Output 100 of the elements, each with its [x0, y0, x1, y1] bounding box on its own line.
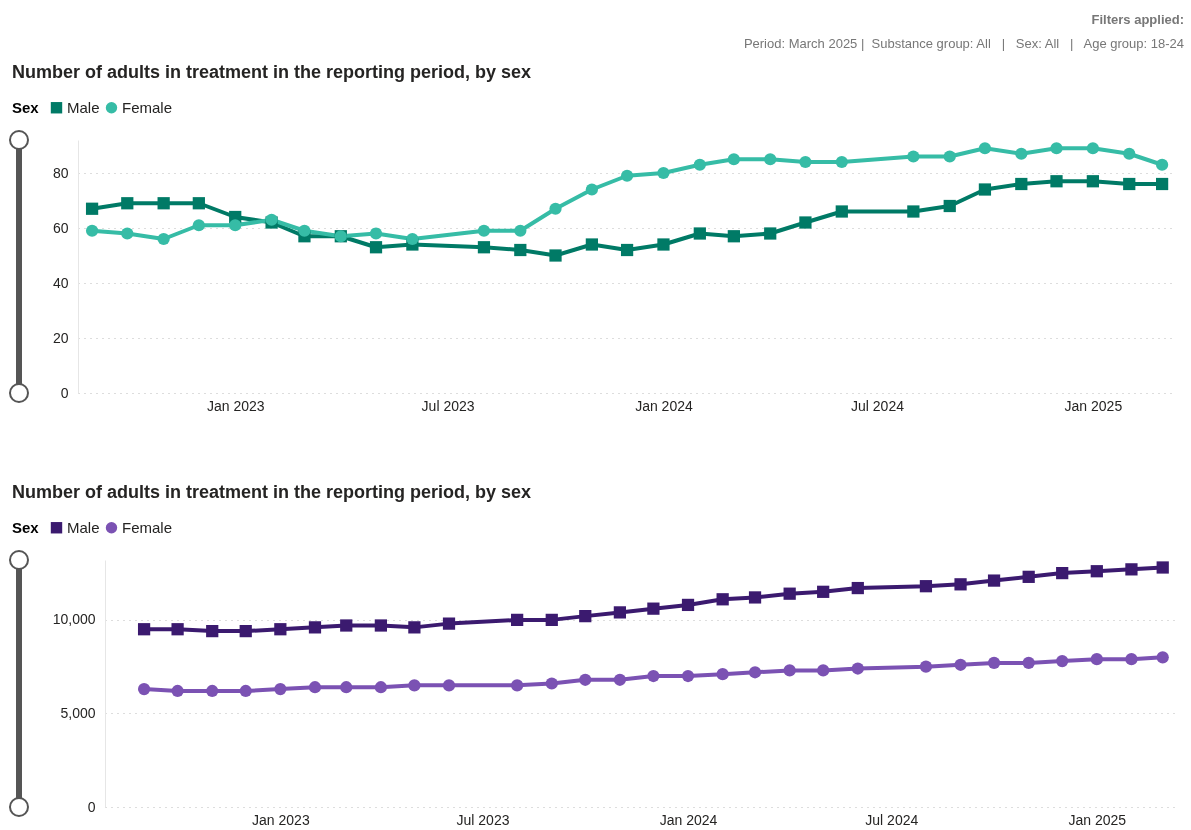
y-tick-label: 0 — [87, 798, 96, 815]
point — [1015, 147, 1028, 160]
point — [239, 684, 252, 698]
point — [764, 227, 777, 240]
legend-label: Male — [67, 98, 100, 116]
point — [1050, 175, 1063, 188]
point — [157, 197, 170, 210]
point — [274, 683, 287, 696]
point — [693, 227, 706, 240]
point — [907, 150, 920, 163]
point — [1022, 656, 1035, 670]
point — [340, 681, 353, 694]
point — [613, 606, 627, 619]
legend-label: Male — [67, 518, 100, 536]
point — [1056, 566, 1069, 580]
point — [693, 158, 706, 171]
point — [192, 197, 205, 210]
point — [442, 679, 456, 692]
chart-title: Number of adults in treatment in the reporting period, by sex — [12, 62, 532, 82]
point — [511, 679, 524, 692]
point — [783, 664, 796, 677]
point — [1056, 654, 1069, 668]
point — [716, 668, 729, 681]
point — [799, 216, 812, 229]
point — [274, 623, 287, 636]
point — [943, 199, 956, 213]
point — [620, 169, 634, 182]
point — [1050, 142, 1063, 155]
point — [549, 202, 562, 215]
point — [408, 621, 421, 634]
point — [681, 598, 695, 612]
point — [657, 238, 670, 251]
point — [1123, 177, 1136, 191]
point — [1086, 142, 1099, 155]
point — [206, 684, 219, 698]
point — [647, 669, 660, 683]
point — [157, 232, 170, 246]
point — [954, 658, 967, 671]
point — [1123, 147, 1136, 160]
point — [835, 155, 848, 169]
y-tick-label: 80 — [52, 164, 69, 181]
point — [549, 249, 562, 262]
x-tick-label: Jul 2023 — [421, 397, 475, 414]
text: Period: March 2025 | Substance group: All | Sex: All | Age group: 18-24 — [743, 35, 1184, 53]
y-tick-label: 0 — [60, 384, 69, 401]
point — [1125, 653, 1138, 666]
point — [748, 666, 762, 679]
point — [206, 624, 219, 638]
point — [374, 619, 387, 632]
point — [613, 673, 627, 686]
point — [585, 183, 599, 196]
point — [442, 617, 456, 630]
point — [585, 238, 599, 251]
point — [1090, 565, 1103, 578]
y-tick-label: 20 — [52, 329, 69, 346]
point — [783, 587, 796, 600]
point — [192, 219, 205, 232]
point — [579, 673, 592, 686]
point — [545, 613, 558, 626]
y-tick-label: 60 — [52, 219, 69, 236]
point — [954, 578, 967, 591]
point — [545, 677, 558, 690]
point — [121, 227, 134, 240]
x-tick-label: Jul 2023 — [456, 811, 510, 828]
point — [1155, 177, 1169, 191]
x-tick-label: Jan 2023 — [252, 811, 310, 828]
point — [239, 624, 252, 638]
point — [907, 205, 920, 218]
point — [137, 683, 151, 696]
point — [681, 669, 695, 683]
point — [748, 591, 762, 604]
point — [978, 142, 992, 155]
point — [716, 593, 729, 606]
legend-title: Sex — [12, 99, 40, 116]
point — [406, 232, 419, 246]
point — [1086, 175, 1099, 188]
point — [477, 224, 491, 237]
point — [919, 580, 933, 593]
point — [835, 205, 848, 218]
point — [369, 241, 383, 254]
chart-title: Number of adults in treatment in the reporting period, by sex — [12, 482, 532, 502]
point — [1015, 177, 1028, 191]
point — [978, 183, 992, 196]
point — [85, 224, 99, 237]
point — [851, 581, 864, 595]
point — [1155, 158, 1169, 171]
point — [171, 623, 184, 636]
legend-title: Sex — [12, 519, 40, 536]
point — [919, 660, 933, 673]
point — [727, 153, 740, 166]
point — [1156, 651, 1169, 664]
point — [369, 227, 383, 240]
x-tick-label: Jan 2024 — [659, 811, 718, 828]
point — [851, 662, 864, 675]
point — [1022, 570, 1035, 583]
point — [987, 574, 1001, 587]
x-tick-label: Jan 2025 — [1064, 397, 1123, 414]
point — [817, 585, 830, 598]
y-tick-label: 10,000 — [52, 611, 96, 628]
legend-label: Female — [122, 518, 173, 536]
